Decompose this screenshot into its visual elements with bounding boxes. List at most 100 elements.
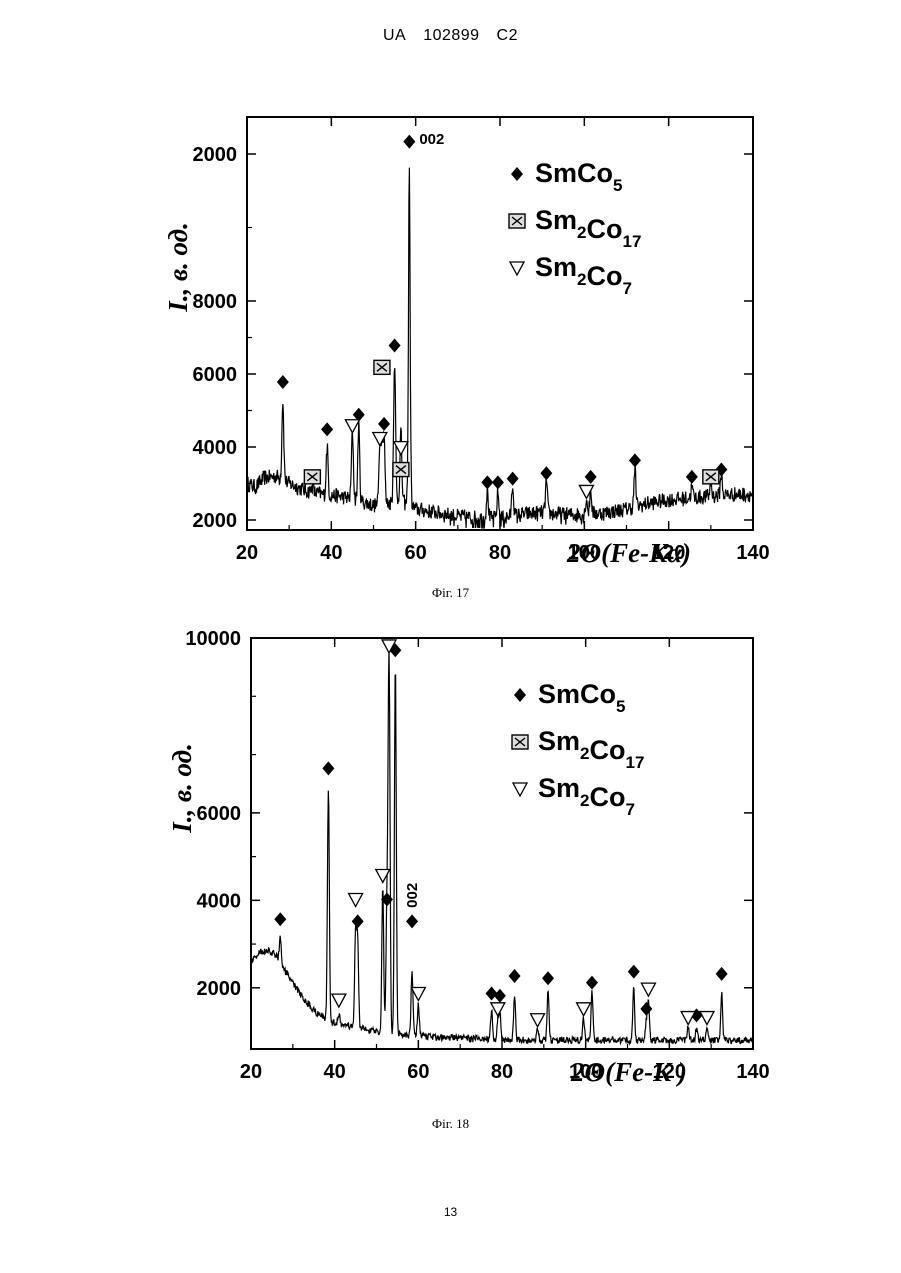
peak-annotation: 002 [404, 883, 421, 908]
figure-caption-18: Фiг. 18 [431, 1116, 470, 1131]
xrd-pattern-line [246, 167, 754, 529]
legend-item: Sm2Co17 [511, 726, 644, 772]
peak-marker-diamond [403, 134, 416, 149]
marker-cross [514, 737, 526, 747]
y-axis-title: I., в. од. [167, 743, 197, 834]
peak-marker-diamond [274, 912, 287, 927]
legend-marker-diamond [514, 688, 526, 702]
legend-item: Sm2Co17 [508, 205, 641, 251]
y-tick-label: 2000 [193, 510, 238, 532]
peak-marker-diamond [715, 966, 728, 981]
legend-marker-triangle-down [511, 782, 529, 798]
legend-marker-triangle-down [508, 261, 526, 277]
y-tick-label: 2000 [197, 978, 242, 1000]
marker-cross [511, 216, 523, 226]
xrd-chart-fig17: 20 40 60 80 100 120 140 2000 4000 6000 8000 2000 I.,… [163, 116, 770, 568]
marker-cross [395, 465, 407, 475]
patent-header: UA 102899 C2 [0, 27, 901, 45]
peak-marker-triangle-down [575, 1002, 592, 1018]
marker-cross [376, 362, 388, 372]
legend-label: Sm2Co17 [535, 205, 641, 251]
peak-marker-diamond [352, 407, 365, 422]
peak-marker-diamond [351, 914, 364, 929]
x-tick-label: 140 [736, 542, 769, 564]
legend-item: Sm2Co7 [508, 252, 632, 298]
legend-item: Sm2Co7 [511, 773, 635, 819]
legend-label: SmCo5 [538, 679, 625, 716]
legend-label: Sm2Co7 [535, 252, 632, 298]
legend-marker-boxed-x [511, 734, 529, 750]
peak-annotation: 002 [419, 131, 444, 148]
series-markers-sm2co7 [344, 419, 595, 500]
peak-marker-diamond [627, 964, 640, 979]
peak-marker-diamond [508, 969, 521, 984]
x-tick-label: 60 [405, 542, 427, 564]
x-tick-label: 20 [240, 1061, 262, 1083]
page-number: 13 [443, 1205, 458, 1219]
peak-marker-diamond [542, 971, 555, 986]
peak-marker-triangle-down [344, 419, 361, 435]
peak-marker-boxed-x [373, 359, 391, 376]
peak-marker-boxed-x [303, 469, 322, 485]
legend-item: SmCo5 [514, 679, 625, 716]
peak-marker-diamond [322, 761, 335, 776]
peak-marker-triangle-down [330, 993, 347, 1009]
peak-marker-triangle-down [578, 484, 595, 500]
peak-marker-diamond [493, 988, 506, 1003]
series-markers-smco5 [274, 643, 728, 1023]
x-axis-title: 2Θ(Fe-Kα) [566, 538, 691, 568]
marker-cross [306, 472, 318, 482]
legend-marker-diamond [511, 167, 523, 181]
peak-marker-diamond [380, 892, 393, 907]
peak-marker-diamond [378, 416, 391, 431]
legend-label: Sm2Co7 [538, 773, 635, 819]
peak-marker-diamond [481, 475, 494, 490]
peak-marker-boxed-x [392, 461, 410, 478]
y-axis-title: I., в. од. [163, 222, 193, 313]
legend-label: SmCo5 [535, 158, 622, 195]
y-tick-label: 10000 [185, 628, 241, 650]
x-tick-label: 80 [489, 542, 511, 564]
legend-label: Sm2Co17 [538, 726, 644, 772]
peak-marker-triangle-down [489, 1002, 506, 1018]
y-tick-label: 8000 [193, 291, 238, 313]
peak-marker-diamond [540, 466, 553, 481]
peak-marker-triangle-down [410, 986, 427, 1002]
peak-marker-diamond [585, 975, 598, 990]
patent-kind: C2 [496, 27, 518, 44]
marker-cross [705, 472, 717, 482]
peak-marker-triangle-down [680, 1010, 697, 1026]
peak-marker-diamond [584, 469, 597, 484]
x-tick-label: 100 [569, 1061, 602, 1083]
x-tick-label: 40 [320, 542, 342, 564]
peak-marker-triangle-down [698, 1010, 716, 1026]
peak-marker-diamond [640, 1001, 653, 1016]
peak-marker-diamond [506, 471, 519, 486]
series-markers-sm2co17 [303, 359, 720, 485]
x-tick-label: 100 [568, 542, 601, 564]
peak-marker-diamond [491, 475, 504, 490]
y-tick-label: 6000 [193, 364, 238, 386]
peak-marker-triangle-down [380, 639, 398, 655]
xrd-chart-fig18: 20 40 60 80 100 120 140 2000 4000 6000 10000 I., в.… [167, 628, 770, 1087]
y-tick-label: 2000 [193, 144, 238, 166]
peak-marker-triangle-down [371, 431, 388, 447]
x-tick-label: 140 [736, 1061, 769, 1083]
peak-marker-diamond [485, 986, 498, 1001]
peak-marker-diamond [321, 422, 334, 437]
peak-marker-triangle-down [374, 868, 391, 884]
y-tick-label: 4000 [197, 890, 242, 912]
patent-country: UA [383, 27, 407, 44]
x-tick-label: 120 [652, 542, 685, 564]
peak-marker-diamond [388, 338, 401, 353]
series-markers-smco5 [276, 134, 728, 490]
peak-marker-triangle-down [392, 441, 409, 457]
x-tick-label: 60 [407, 1061, 429, 1083]
x-axis-title: 2Θ(Fe-K ) [570, 1057, 687, 1087]
legend-item: SmCo5 [511, 158, 622, 195]
y-tick-label: 4000 [193, 437, 238, 459]
legend-marker-boxed-x [508, 213, 526, 229]
xrd-pattern-line [250, 648, 753, 1046]
patent-number: 102899 [423, 27, 480, 44]
